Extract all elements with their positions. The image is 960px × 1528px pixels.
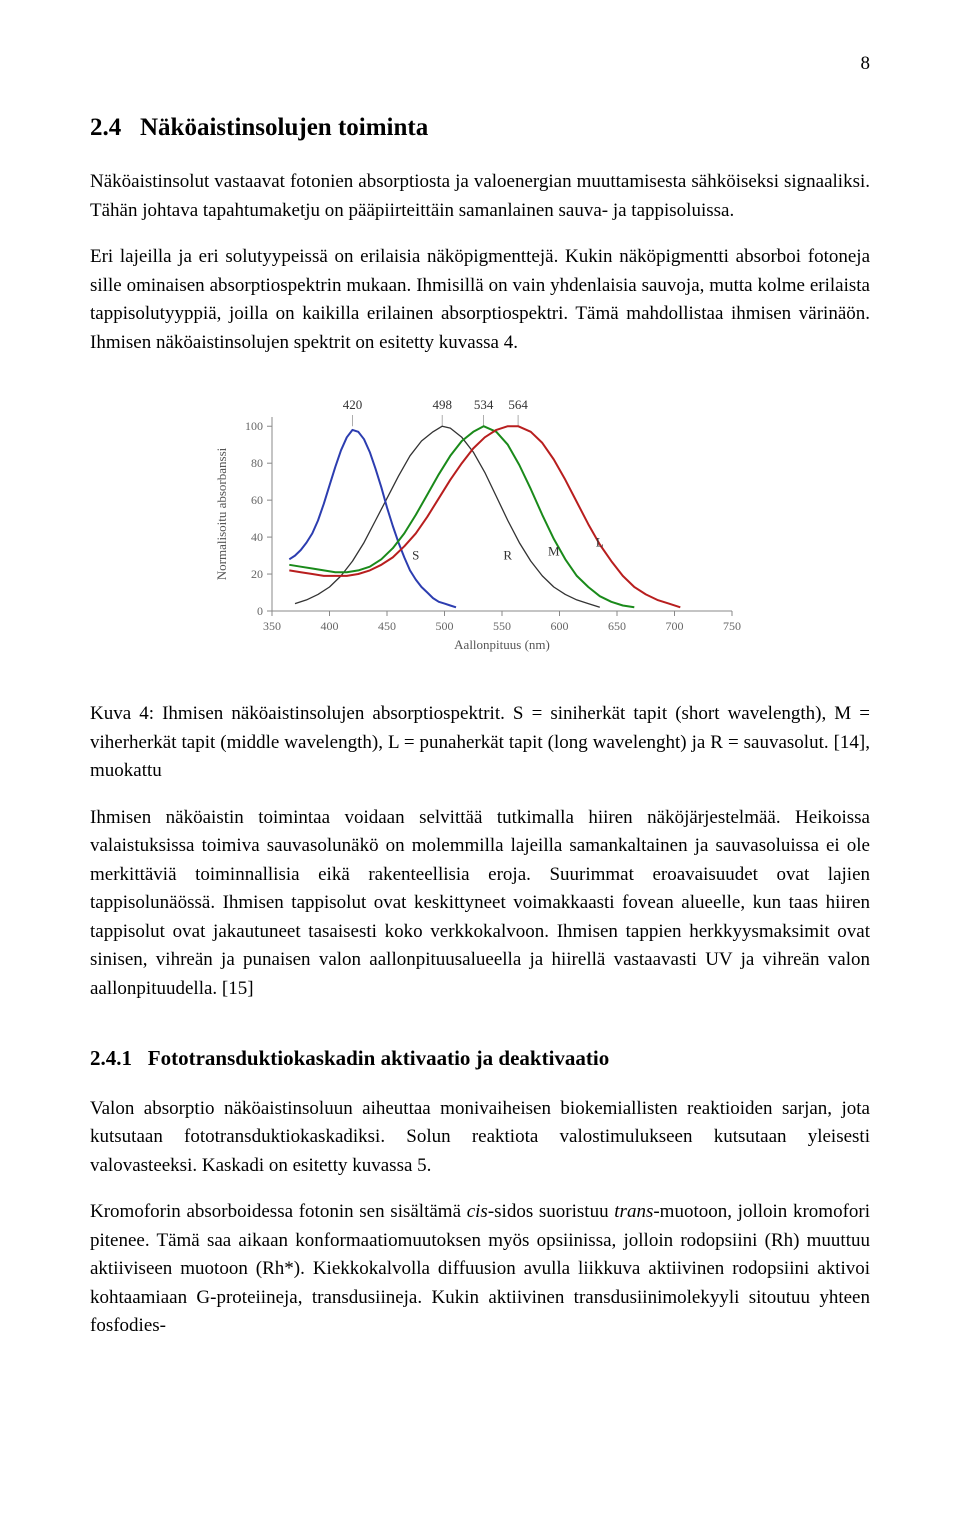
section-title: Näköaistinsolujen toiminta [140, 114, 428, 141]
svg-text:S: S [412, 547, 419, 562]
svg-text:80: 80 [251, 456, 263, 470]
svg-text:534: 534 [474, 397, 494, 412]
svg-text:100: 100 [245, 419, 263, 433]
svg-text:564: 564 [508, 397, 528, 412]
paragraph-1: Näköaistinsolut vastaavat fotonien absor… [90, 168, 870, 225]
subsection-number: 2.4.1 [90, 1046, 132, 1070]
svg-text:60: 60 [251, 493, 263, 507]
paragraph-3: Ihmisen näköaistin toimintaa voidaan sel… [90, 804, 870, 1004]
subsection-title: Fototransduktiokaskadin aktivaatio ja de… [148, 1046, 610, 1070]
svg-text:500: 500 [436, 619, 454, 633]
svg-text:498: 498 [432, 397, 452, 412]
svg-text:Aallonpituus (nm): Aallonpituus (nm) [454, 637, 550, 652]
svg-text:Normalisoitu absorbanssi: Normalisoitu absorbanssi [214, 447, 229, 580]
svg-text:420: 420 [343, 397, 363, 412]
svg-text:0: 0 [257, 604, 263, 618]
svg-text:350: 350 [263, 619, 281, 633]
paragraph-4: Valon absorptio näköaistinsoluun aiheutt… [90, 1095, 870, 1181]
svg-text:700: 700 [666, 619, 684, 633]
svg-text:R: R [503, 547, 512, 562]
svg-text:20: 20 [251, 567, 263, 581]
svg-text:L: L [596, 534, 604, 549]
section-heading: 2.4 Näköaistinsolujen toiminta [90, 109, 870, 147]
figure-4-caption: Kuva 4: Ihmisen näköaistinsolujen absorp… [90, 700, 870, 786]
section-number: 2.4 [90, 114, 121, 141]
paragraph-5: Kromoforin absorboidessa fotonin sen sis… [90, 1198, 870, 1341]
figure-4: 0 20 40 60 80 100 350 400 450 500 550 600 650 700 750 N… [90, 387, 870, 665]
svg-text:450: 450 [378, 619, 396, 633]
svg-text:M: M [548, 544, 560, 559]
page-number: 8 [90, 50, 870, 79]
svg-text:550: 550 [493, 619, 511, 633]
absorption-spectra-chart: 0 20 40 60 80 100 350 400 450 500 550 600 650 700 750 N… [210, 387, 750, 657]
paragraph-2: Eri lajeilla ja eri solutyypeissä on eri… [90, 243, 870, 357]
svg-text:400: 400 [321, 619, 339, 633]
svg-text:750: 750 [723, 619, 741, 633]
svg-text:650: 650 [608, 619, 626, 633]
svg-text:600: 600 [551, 619, 569, 633]
subsection-heading: 2.4.1 Fototransduktiokaskadin aktivaatio… [90, 1043, 870, 1075]
svg-text:40: 40 [251, 530, 263, 544]
